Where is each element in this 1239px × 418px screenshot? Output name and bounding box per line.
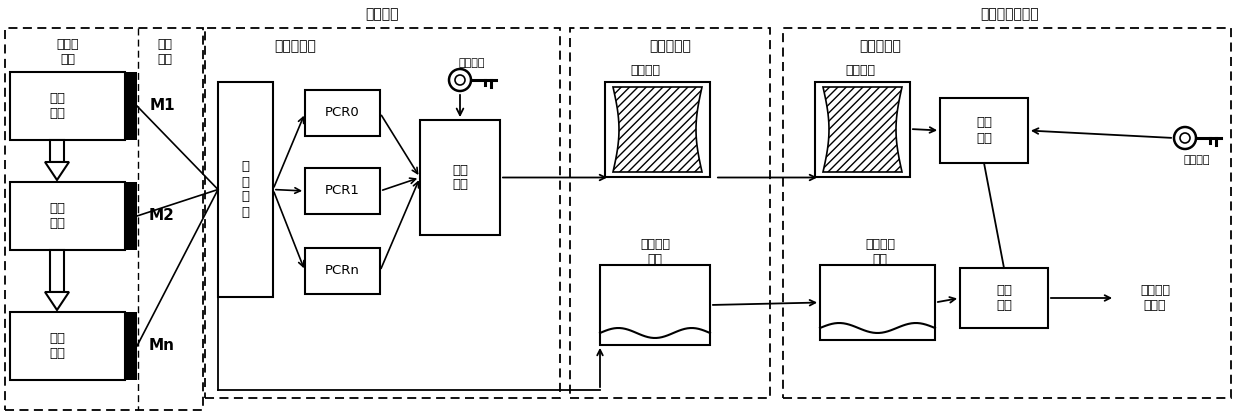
Bar — [305, 90, 380, 136]
Text: M1: M1 — [149, 99, 175, 114]
Text: 完整性验证: 完整性验证 — [859, 39, 901, 53]
Text: Mn: Mn — [149, 339, 175, 354]
Bar — [960, 268, 1048, 328]
Text: 完整性验
证结果: 完整性验 证结果 — [1140, 284, 1170, 312]
Bar — [10, 182, 125, 250]
Bar — [125, 312, 138, 380]
Bar — [10, 72, 125, 140]
Bar — [305, 168, 380, 214]
Bar — [50, 250, 64, 292]
Bar — [605, 82, 710, 177]
Text: 签名
算法: 签名 算法 — [452, 163, 468, 191]
Bar — [125, 182, 138, 250]
Text: 签名
验证: 签名 验证 — [996, 284, 1012, 312]
Bar — [5, 28, 203, 410]
Text: PCRn: PCRn — [325, 265, 361, 278]
Bar — [815, 82, 909, 177]
Text: 验证
跳转: 验证 跳转 — [50, 202, 64, 230]
Bar — [940, 98, 1028, 163]
Bar — [420, 120, 501, 235]
Text: PCR1: PCR1 — [325, 184, 361, 197]
Text: 终端私钥: 终端私钥 — [458, 58, 486, 68]
Text: 模块散列
日志: 模块散列 日志 — [865, 238, 895, 266]
Text: PCR0: PCR0 — [325, 107, 359, 120]
Bar — [125, 72, 138, 140]
Bar — [218, 82, 273, 297]
Polygon shape — [613, 87, 703, 172]
Bar — [204, 28, 560, 398]
Text: 验证
跳转: 验证 跳转 — [50, 92, 64, 120]
Text: 终端公钥: 终端公钥 — [1183, 155, 1211, 165]
Bar — [10, 312, 125, 380]
Bar — [783, 28, 1232, 398]
Polygon shape — [45, 292, 69, 310]
Bar — [50, 140, 64, 162]
Text: 数字签名: 数字签名 — [629, 64, 660, 76]
Text: 测控应用服务器: 测控应用服务器 — [981, 7, 1040, 21]
Text: 完整性
增强: 完整性 增强 — [57, 38, 79, 66]
Bar — [600, 265, 710, 345]
Text: 验证
跳转: 验证 跳转 — [50, 332, 64, 360]
Text: 完整性证据: 完整性证据 — [649, 39, 691, 53]
Text: 签名
验证: 签名 验证 — [976, 117, 992, 145]
Text: 数
字
摘
要: 数 字 摘 要 — [242, 161, 249, 219]
Bar — [305, 248, 380, 294]
Text: M2: M2 — [149, 209, 175, 224]
Polygon shape — [45, 162, 69, 180]
Bar — [570, 28, 769, 398]
Bar — [820, 265, 935, 340]
Text: 操控终端: 操控终端 — [366, 7, 399, 21]
Text: 数字签名: 数字签名 — [845, 64, 875, 76]
Text: 完整性表征: 完整性表征 — [274, 39, 316, 53]
Text: 软件
模块: 软件 模块 — [157, 38, 172, 66]
Polygon shape — [823, 87, 902, 172]
Text: 模块散列
日志: 模块散列 日志 — [641, 238, 670, 266]
